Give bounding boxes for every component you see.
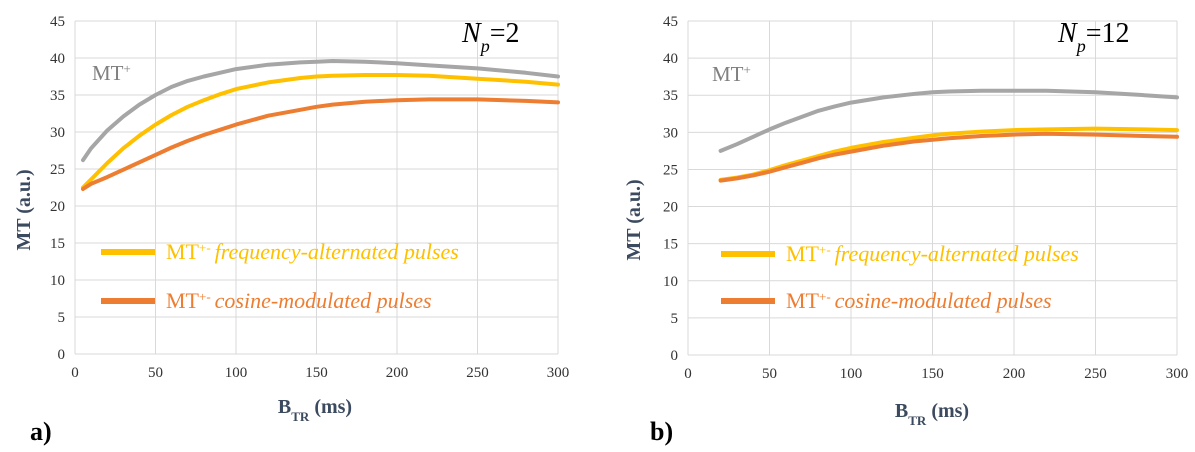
legend-label-freq: MT+- frequency-alternated pulses xyxy=(166,239,459,264)
y-tick-label: 45 xyxy=(50,14,65,30)
mt-cosine-modulated-line xyxy=(81,97,560,191)
y-axis-title: MT (a.u.) xyxy=(13,169,35,250)
x-tick-labels: 0 50 100 150 200 250 300 xyxy=(71,365,569,381)
y-tick-label: 25 xyxy=(50,162,65,178)
x-tick-label: 200 xyxy=(386,365,409,381)
x-tick-label: 100 xyxy=(225,365,248,381)
x-tick-label: 300 xyxy=(1166,366,1189,382)
y-tick-label: 0 xyxy=(58,347,66,363)
y-tick-label: 40 xyxy=(50,51,65,67)
gridlines xyxy=(74,20,559,355)
x-tick-labels: 0 50 100 150 200 250 300 xyxy=(684,366,1188,382)
np-label: Np=2 xyxy=(461,18,519,56)
y-axis-title: MT (a.u.) xyxy=(623,179,645,260)
x-tick-label: 100 xyxy=(840,366,863,382)
x-tick-label: 0 xyxy=(684,366,692,382)
y-tick-label: 0 xyxy=(671,348,679,364)
y-tick-label: 15 xyxy=(50,236,65,252)
y-tick-label: 10 xyxy=(663,274,678,290)
x-tick-label: 250 xyxy=(466,365,489,381)
mt-plus-line xyxy=(718,88,1179,153)
y-tick-label: 35 xyxy=(50,88,65,104)
y-tick-label: 5 xyxy=(671,311,679,327)
y-tick-label: 25 xyxy=(663,162,678,178)
y-tick-label: 15 xyxy=(663,237,678,253)
y-tick-label: 30 xyxy=(50,125,65,141)
chart-panel-b: 0 5 10 15 20 25 30 35 40 45 0 50 100 150 200 250 300 MT… xyxy=(623,14,1188,446)
panel-label-b: b) xyxy=(650,417,673,446)
x-tick-label: 150 xyxy=(921,366,944,382)
series-lines xyxy=(718,88,1179,183)
y-tick-label: 10 xyxy=(50,273,65,289)
np-label: Np=12 xyxy=(1057,18,1129,56)
legend: MT+- frequency-alternated pulses MT+- cosi… xyxy=(721,241,1079,313)
mt-freq-alternated-line xyxy=(81,73,560,190)
y-tick-label: 35 xyxy=(663,88,678,104)
x-axis-title: BTR (ms) xyxy=(895,400,969,428)
mt-plus-line xyxy=(81,59,560,163)
x-tick-label: 50 xyxy=(148,365,163,381)
x-tick-label: 300 xyxy=(547,365,570,381)
y-tick-label: 20 xyxy=(50,199,65,215)
chart-panel-a: 0 5 10 15 20 25 30 35 40 45 0 50 100 150 200 250 300 MT… xyxy=(13,14,569,446)
panel-label-a: a) xyxy=(30,417,52,446)
y-tick-label: 5 xyxy=(58,310,66,326)
y-tick-labels: 0 5 10 15 20 25 30 35 40 45 xyxy=(50,14,65,363)
x-tick-label: 0 xyxy=(71,365,79,381)
y-tick-label: 40 xyxy=(663,51,678,67)
y-tick-label: 20 xyxy=(663,200,678,216)
x-axis-title: BTR (ms) xyxy=(278,396,352,424)
legend: MT+- frequency-alternated pulses MT+- cosi… xyxy=(101,239,459,313)
mt-plus-label: MT+ xyxy=(92,61,131,86)
legend-label-cos: MT+- cosine-modulated pulses xyxy=(786,288,1052,313)
gridlines xyxy=(687,20,1178,356)
legend-label-freq: MT+- frequency-alternated pulses xyxy=(786,241,1079,266)
x-tick-label: 50 xyxy=(762,366,777,382)
series-lines xyxy=(81,59,560,191)
x-tick-label: 150 xyxy=(305,365,328,381)
legend-label-cos: MT+- cosine-modulated pulses xyxy=(166,288,432,313)
y-tick-label: 45 xyxy=(663,14,678,30)
y-tick-label: 30 xyxy=(663,125,678,141)
x-tick-label: 200 xyxy=(1003,366,1026,382)
mt-cosine-modulated-line xyxy=(718,131,1179,183)
x-tick-label: 250 xyxy=(1084,366,1107,382)
y-tick-labels: 0 5 10 15 20 25 30 35 40 45 xyxy=(663,14,678,364)
mt-plus-label: MT+ xyxy=(712,62,751,87)
